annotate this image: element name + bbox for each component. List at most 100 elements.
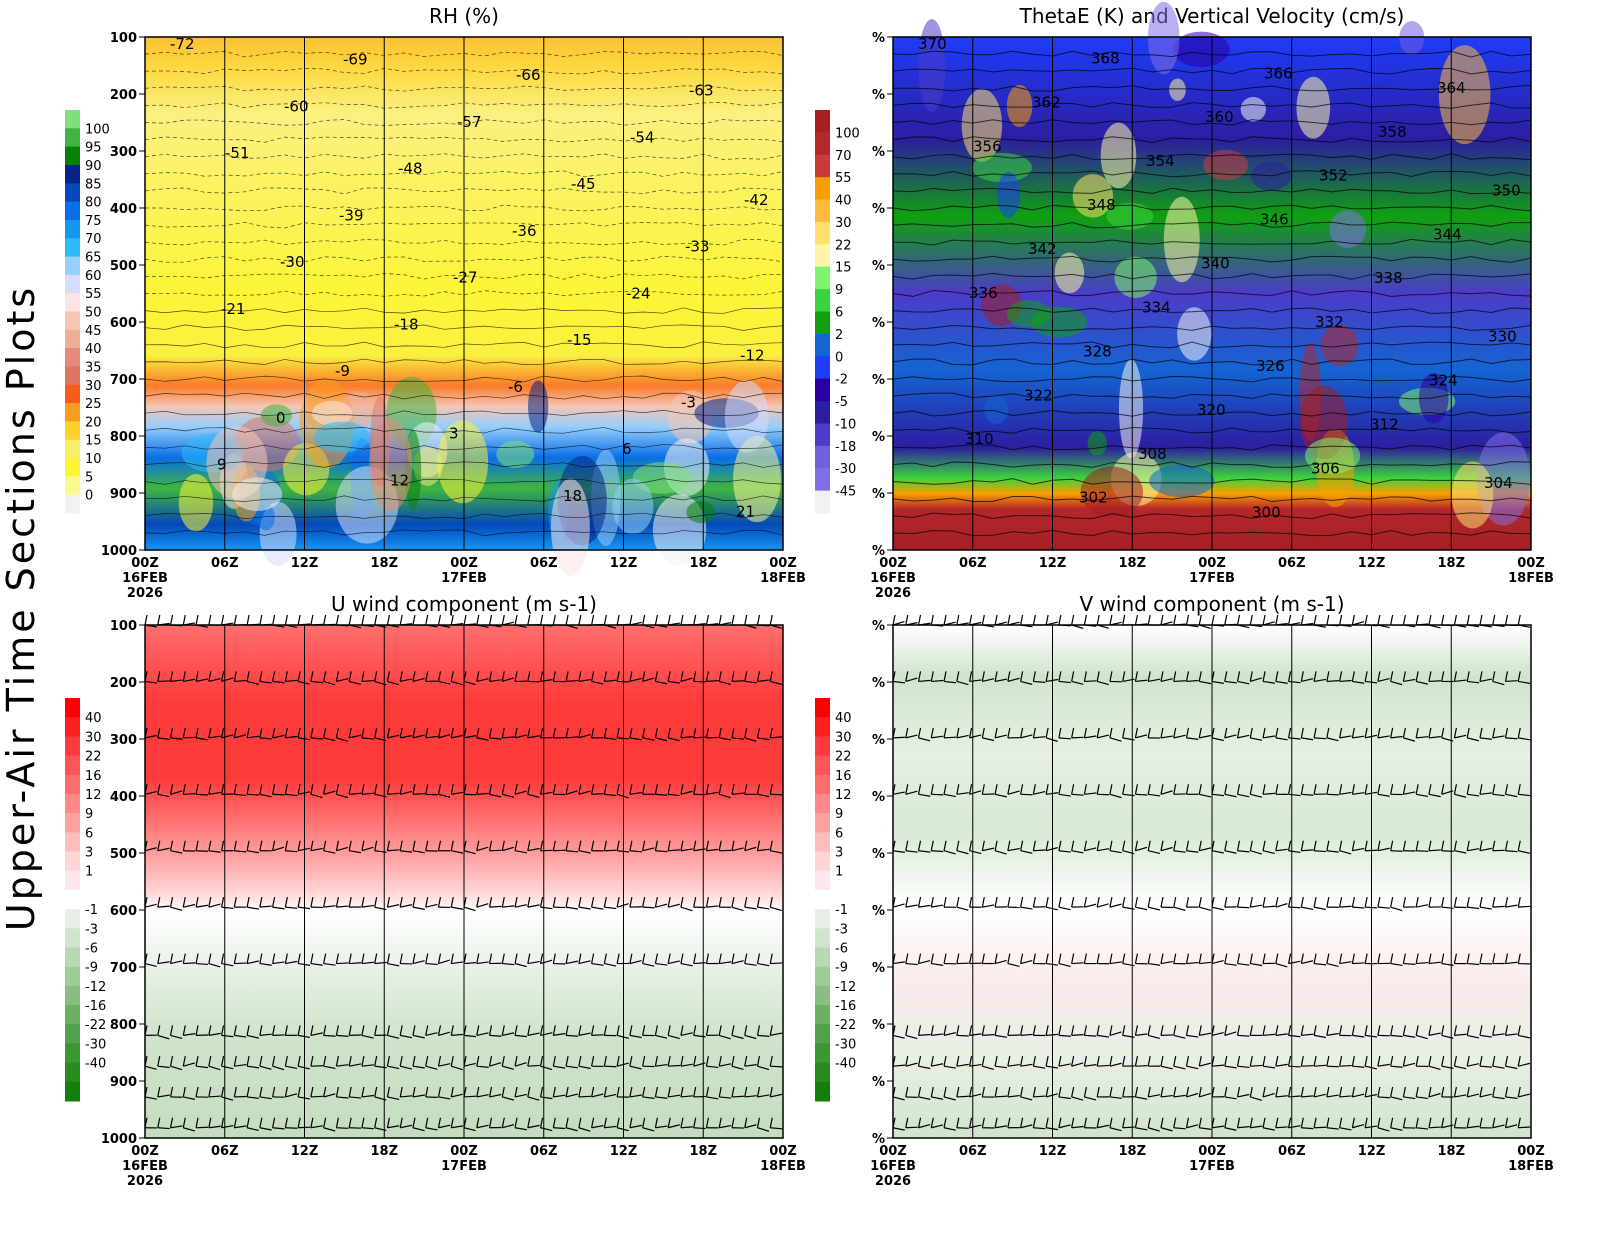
colorbar-label: 100 [85, 122, 110, 137]
wind-barb [1084, 847, 1097, 852]
colorbar-swatch [815, 1005, 830, 1025]
wind-barb [680, 1126, 693, 1129]
wind-barb-flag [943, 1056, 947, 1067]
wind-barb-flag [693, 727, 697, 738]
wind-barb-flag [208, 671, 212, 682]
wind-barb-flag [1287, 1056, 1292, 1067]
wind-barb [157, 737, 170, 740]
colorbar-swatch [815, 1081, 830, 1102]
wind-barb-flag [386, 953, 391, 964]
wind-barb-flag [905, 1056, 909, 1067]
wind-barb-flag [527, 784, 531, 795]
wind-barb [1352, 962, 1365, 965]
wind-barb-flag [1300, 897, 1304, 908]
wind-barb-flag [1020, 897, 1024, 908]
wind-barb [680, 848, 693, 852]
wind-barb-flag [1300, 1025, 1304, 1036]
wind-barb [680, 1095, 693, 1098]
wind-barb [1020, 793, 1033, 796]
wind-barb [757, 793, 770, 798]
wind-barb-flag [284, 784, 288, 795]
wind-barb [310, 737, 323, 740]
y-tick-label: 200 [110, 88, 137, 103]
wind-barb-flag [1045, 727, 1049, 738]
contour-blob [961, 88, 1003, 162]
wind-barb-flag [956, 727, 960, 738]
wind-barb-flag [1045, 840, 1049, 851]
wind-barb-flag [527, 897, 531, 908]
wind-barb [892, 850, 905, 853]
wind-barb-flag [994, 897, 998, 908]
wind-barb-flag [680, 614, 684, 626]
wind-barb-flag [1236, 1056, 1241, 1067]
contour-label: -39 [339, 206, 364, 224]
wind-barb-flag [488, 1025, 493, 1036]
wind-barb-flag [284, 1025, 288, 1036]
wind-barb-flag [425, 784, 429, 795]
wind-barb-flag [578, 953, 582, 964]
colorbar-label: 0 [85, 489, 93, 504]
wind-barb-flag [195, 1056, 199, 1067]
wind-barb [1467, 793, 1480, 797]
wind-barb [1314, 962, 1327, 966]
wind-barb [1160, 1065, 1173, 1070]
wind-barb [1467, 680, 1480, 684]
wind-barb [1020, 1033, 1033, 1036]
wind-barb-flag [1032, 953, 1036, 964]
wind-barb-flag [425, 897, 429, 908]
wind-barb-flag [693, 614, 697, 626]
wind-barb-flag [1364, 1117, 1368, 1128]
wind-barb-flag [1453, 953, 1458, 964]
wind-barb-flag [1287, 953, 1292, 964]
x-tick-label: 18Z [370, 1144, 398, 1159]
wind-barb [1416, 850, 1429, 852]
wind-barb [1479, 737, 1492, 740]
colorbar-swatch [65, 1043, 80, 1064]
wind-barb-flag [1020, 840, 1024, 851]
wind-barb-flag [539, 840, 544, 851]
wind-barb-flag [233, 614, 237, 626]
wind-barb [1454, 1094, 1467, 1098]
wind-barb [1237, 1093, 1250, 1098]
wind-barb [982, 1034, 995, 1036]
wind-barb-flag [361, 614, 365, 626]
wind-barb [680, 1032, 693, 1036]
wind-barb [655, 1125, 668, 1129]
contour-blob [369, 418, 413, 512]
wind-barb [1518, 905, 1531, 908]
wind-barb-flag [1147, 1086, 1151, 1098]
wind-barb-flag [284, 840, 288, 851]
wind-barb-flag [642, 727, 646, 738]
wind-barb-flag [1313, 840, 1317, 851]
wind-barb-flag [450, 953, 454, 964]
wind-barb [1033, 1127, 1046, 1130]
wind-barb-flag [272, 1117, 276, 1128]
wind-barb-flag [680, 784, 684, 795]
wind-barb [744, 846, 757, 852]
wind-barb-flag [1020, 1025, 1024, 1036]
wind-barb-flag [1096, 784, 1100, 795]
wind-barb-flag [1415, 840, 1419, 851]
wind-barb [361, 1094, 374, 1098]
wind-barb-flag [361, 1025, 365, 1036]
wind-barb-flag [1364, 784, 1368, 795]
wind-barb-flag [335, 897, 339, 908]
wind-barb-flag [731, 1086, 735, 1098]
wind-barb-flag [527, 727, 531, 738]
wind-barb [553, 1065, 566, 1069]
wind-barb-flag [1453, 727, 1458, 738]
wind-barb [1518, 1126, 1531, 1129]
wind-barb [1479, 847, 1492, 852]
wind-barb [1288, 906, 1301, 909]
contour-blob [1203, 149, 1249, 181]
wind-barb [1390, 850, 1403, 852]
wind-barb [234, 793, 247, 797]
colorbar-swatch [815, 1024, 830, 1044]
wind-barb-flag [1300, 1056, 1304, 1067]
wind-barb-flag [310, 727, 314, 738]
contour-label: 9 [217, 456, 227, 474]
wind-barb [770, 1093, 783, 1098]
contour-label: -18 [394, 315, 419, 333]
wind-barb-flag [450, 614, 454, 626]
wind-barb-flag [654, 727, 658, 738]
